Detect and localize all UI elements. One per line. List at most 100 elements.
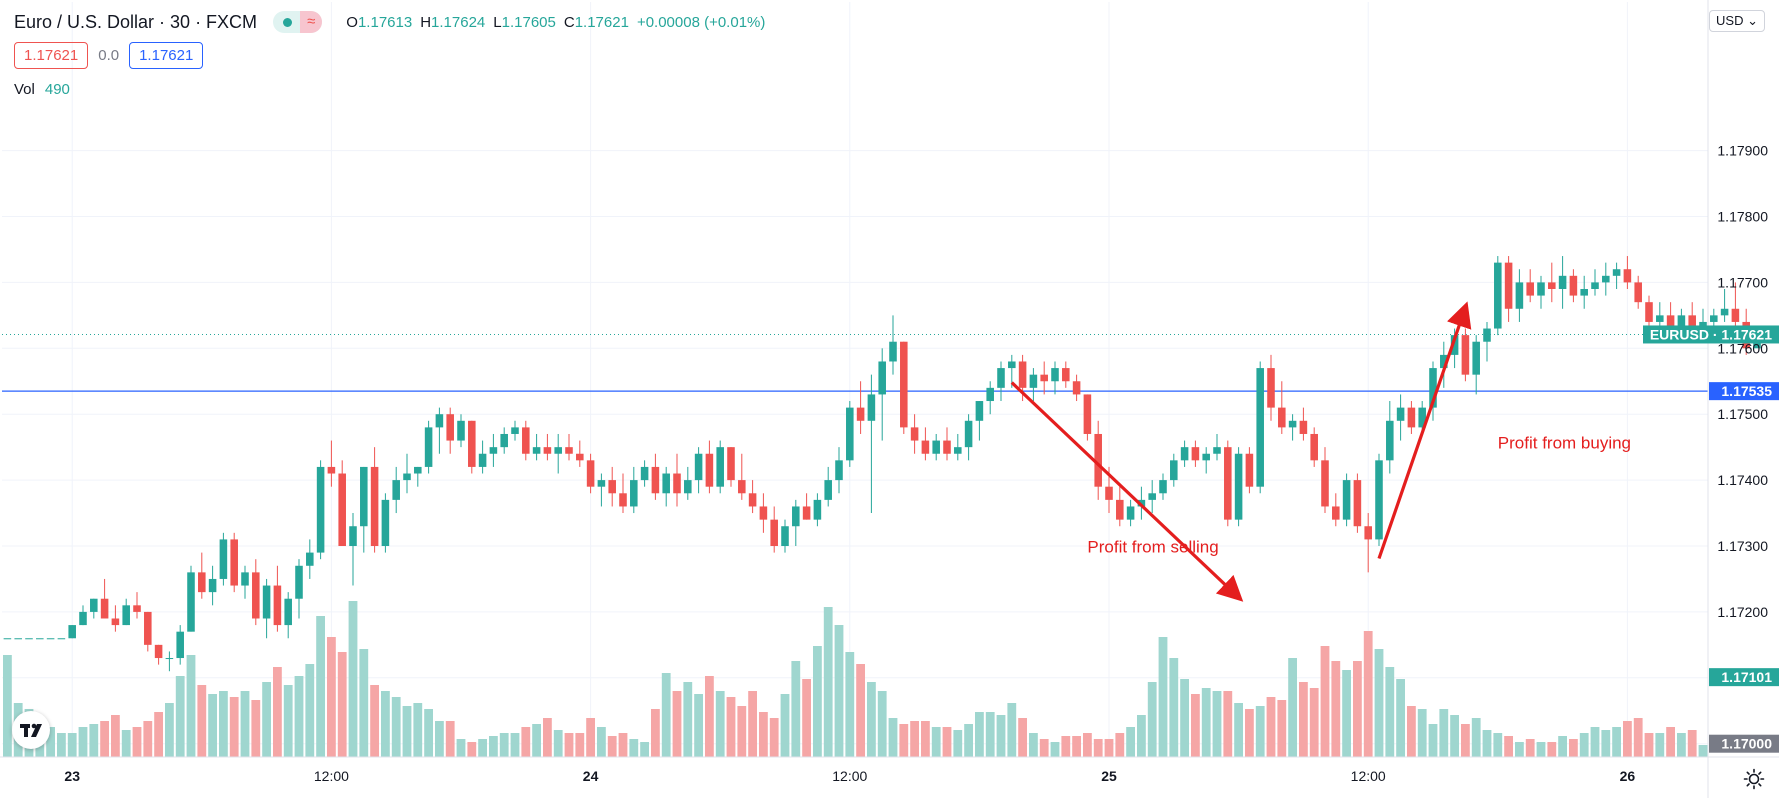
sell-button[interactable]: 1.17621 bbox=[14, 42, 89, 69]
candle-body bbox=[1364, 526, 1372, 540]
candle-body bbox=[1072, 381, 1081, 395]
volume-bar bbox=[273, 667, 282, 757]
gear-icon[interactable] bbox=[1743, 768, 1765, 790]
candle-body bbox=[738, 480, 746, 494]
volume-bar bbox=[100, 721, 109, 757]
volume-bar bbox=[240, 691, 250, 757]
volume-bar bbox=[1363, 631, 1373, 757]
candle-body bbox=[835, 460, 843, 481]
candle-body bbox=[100, 598, 109, 619]
candle-body bbox=[586, 460, 595, 487]
volume-bar bbox=[1536, 742, 1546, 757]
candle-body bbox=[986, 387, 994, 402]
volume-bar bbox=[715, 691, 725, 757]
y-tick-label: 1.17800 bbox=[1717, 209, 1768, 225]
hline-price-label-text: 1.17535 bbox=[1721, 383, 1772, 399]
volume-bar bbox=[348, 601, 358, 757]
candle-body bbox=[165, 658, 174, 660]
volume-bar bbox=[996, 715, 1006, 757]
volume-bar bbox=[726, 697, 736, 757]
candle-body bbox=[543, 447, 552, 454]
volume-bar bbox=[629, 739, 639, 757]
chart-header: Euro / U.S. Dollar · 30 · FXCM ≈ O1.1761… bbox=[14, 10, 765, 34]
candle-body bbox=[1656, 315, 1664, 322]
candle-body bbox=[748, 493, 757, 507]
symbol-title[interactable]: Euro / U.S. Dollar · 30 · FXCM bbox=[14, 11, 258, 32]
volume-bar bbox=[186, 655, 196, 757]
volume-bar bbox=[867, 682, 876, 757]
buy-button[interactable]: 1.17621 bbox=[129, 42, 204, 69]
market-status-pill[interactable]: ≈ bbox=[273, 11, 323, 33]
volume-bar bbox=[1515, 742, 1524, 757]
volume-bar bbox=[564, 733, 574, 757]
volume-value: 490 bbox=[44, 81, 70, 98]
volume-bar bbox=[1558, 736, 1567, 757]
volume-bar bbox=[1569, 739, 1578, 757]
volume-bar bbox=[1266, 697, 1276, 757]
volume-bar bbox=[640, 742, 649, 757]
candle-body bbox=[1591, 282, 1599, 289]
currency-selector[interactable]: USD ⌄ bbox=[1709, 10, 1765, 32]
volume-bar bbox=[1601, 730, 1611, 757]
volume-axis-label: 1.17101 bbox=[1709, 668, 1779, 687]
candle-body bbox=[262, 585, 271, 619]
volume-bar bbox=[759, 712, 768, 757]
volume-bar bbox=[1050, 742, 1060, 757]
volume-legend[interactable]: Vol 490 bbox=[14, 81, 70, 98]
tradingview-logo-icon[interactable] bbox=[12, 711, 50, 749]
candle-body bbox=[1256, 368, 1264, 487]
volume-bar bbox=[597, 727, 606, 757]
volume-bar bbox=[251, 700, 261, 757]
volume-bar bbox=[1147, 682, 1157, 757]
volume-bar bbox=[618, 733, 628, 757]
volume-bar bbox=[1115, 733, 1125, 757]
volume-bar bbox=[121, 730, 131, 757]
volume-bar bbox=[661, 673, 671, 757]
candle-body bbox=[1569, 275, 1578, 296]
volume-bar bbox=[737, 706, 747, 757]
x-tick-label: 26 bbox=[1620, 768, 1636, 784]
volume-bar bbox=[1504, 736, 1513, 757]
volume-bar bbox=[3, 655, 12, 757]
candle-body bbox=[802, 506, 811, 520]
volume-axis-label-bg bbox=[1709, 734, 1779, 753]
x-tick-label: 12:00 bbox=[1351, 768, 1386, 784]
candle-body bbox=[1699, 321, 1707, 329]
volume-bar bbox=[402, 706, 412, 757]
volume-bar bbox=[683, 682, 693, 757]
hline-price-label: 1.17535 bbox=[1709, 382, 1779, 401]
volume-bar bbox=[143, 721, 153, 757]
volume-bar bbox=[197, 685, 207, 757]
candle-body bbox=[684, 480, 692, 494]
volume-bar bbox=[1255, 706, 1265, 757]
volume-bar bbox=[499, 733, 509, 757]
volume-bar bbox=[845, 652, 855, 757]
candle-body bbox=[1105, 486, 1113, 500]
candle-body bbox=[1429, 368, 1437, 408]
volume-bar bbox=[769, 718, 779, 757]
candle-body bbox=[273, 585, 282, 626]
candle-body bbox=[846, 407, 854, 461]
volume-bar bbox=[424, 709, 433, 757]
y-tick-label: 1.17200 bbox=[1717, 604, 1768, 620]
buy-arrow bbox=[1377, 301, 1472, 560]
candle-body bbox=[1450, 335, 1459, 355]
candle-body bbox=[295, 565, 303, 599]
last-price-label-bg bbox=[1643, 325, 1779, 344]
volume-bar bbox=[1525, 739, 1535, 757]
volume-bar bbox=[1201, 688, 1211, 757]
volume-bar bbox=[1579, 733, 1589, 757]
candle-body bbox=[662, 473, 670, 494]
candle-body bbox=[1645, 302, 1653, 322]
candle-body bbox=[1148, 493, 1156, 500]
volume-bar bbox=[229, 697, 239, 757]
candle-body bbox=[1461, 335, 1470, 375]
volume-bar bbox=[1299, 682, 1308, 757]
candle-body bbox=[597, 480, 606, 487]
candle-body bbox=[1299, 420, 1308, 434]
candle-body bbox=[716, 447, 724, 487]
candle-body bbox=[403, 473, 411, 481]
candle-body bbox=[468, 420, 476, 467]
candle-body bbox=[14, 638, 22, 640]
